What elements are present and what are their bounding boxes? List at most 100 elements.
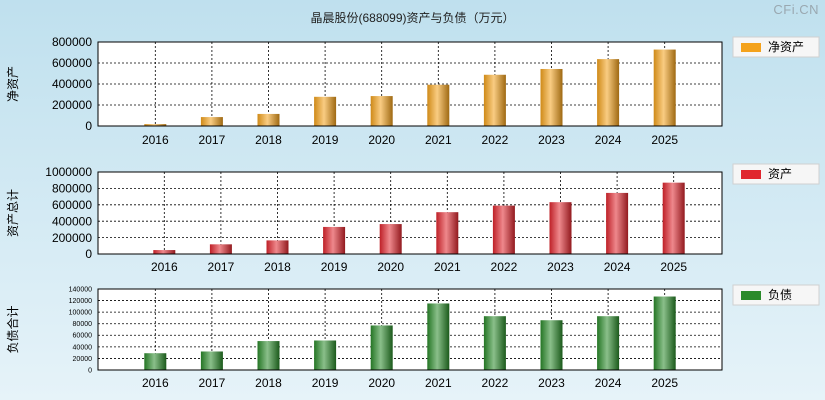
y-tick-label: 400000 xyxy=(52,77,92,91)
y-tick-label: 40000 xyxy=(73,344,93,351)
y-tick-label: 400000 xyxy=(52,214,92,228)
y-tick-label: 1000000 xyxy=(45,165,92,179)
bar-2018 xyxy=(266,240,289,254)
bar-2024 xyxy=(606,192,629,254)
y-tick-label: 200000 xyxy=(52,98,92,112)
x-tick-label: 2020 xyxy=(377,260,404,274)
bar-2025 xyxy=(662,182,685,254)
legend-label: 负债 xyxy=(768,288,792,302)
x-tick-label: 2025 xyxy=(660,260,687,274)
y-tick-label: 140000 xyxy=(69,286,92,293)
plot-area xyxy=(98,172,722,254)
legend-swatch xyxy=(741,43,761,52)
x-tick-label: 2022 xyxy=(491,260,518,274)
chart-panel-2: 0 200000 400000 600000 800000 1000000 2016 2017… xyxy=(6,163,820,274)
legend-swatch xyxy=(741,170,761,179)
bar-2022 xyxy=(492,205,515,254)
y-tick-label: 600000 xyxy=(52,198,92,212)
bar-2018 xyxy=(257,341,280,370)
x-tick-label: 2025 xyxy=(651,133,678,147)
bar-2018 xyxy=(257,113,280,126)
bar-2017 xyxy=(200,351,223,370)
bar-2024 xyxy=(597,59,620,126)
x-tick-label: 2018 xyxy=(255,133,282,147)
bar-2020 xyxy=(370,325,393,370)
bar-2023 xyxy=(549,202,572,254)
legend-label: 净资产 xyxy=(768,40,804,54)
plot-border xyxy=(97,171,723,255)
y-tick-label: 0 xyxy=(85,247,92,261)
y-tick-label: 120000 xyxy=(69,298,92,305)
y-tick-label: 0 xyxy=(85,119,92,133)
bar-2019 xyxy=(314,340,337,370)
bar-2021 xyxy=(436,212,459,254)
plot-area xyxy=(98,289,722,370)
legend: 净资产 xyxy=(732,36,820,58)
x-tick-label: 2017 xyxy=(208,260,235,274)
x-tick-label: 2018 xyxy=(255,376,282,390)
bar-2025 xyxy=(653,49,676,127)
y-tick-label: 60000 xyxy=(73,333,93,340)
y-axis-label: 负债合计 xyxy=(5,305,20,353)
y-tick-label: 0 xyxy=(88,367,92,374)
x-tick-label: 2023 xyxy=(538,133,565,147)
x-tick-label: 2017 xyxy=(199,133,226,147)
y-tick-label: 80000 xyxy=(73,321,93,328)
bar-2020 xyxy=(379,224,402,254)
plot-border xyxy=(97,41,723,127)
x-tick-label: 2019 xyxy=(312,133,339,147)
x-tick-label: 2016 xyxy=(151,260,178,274)
y-tick-label: 800000 xyxy=(52,182,92,196)
bar-2020 xyxy=(370,96,393,126)
chart-panel-3: 0 20000 40000 60000 80000 100000 120000 140000 2… xyxy=(5,284,820,390)
x-tick-label: 2023 xyxy=(547,260,574,274)
y-tick-label: 100000 xyxy=(69,310,92,317)
x-tick-label: 2021 xyxy=(425,133,452,147)
x-tick-label: 2024 xyxy=(604,260,631,274)
x-tick-label: 2020 xyxy=(368,133,395,147)
bar-2024 xyxy=(597,316,620,370)
x-tick-label: 2017 xyxy=(199,376,226,390)
legend: 负债 xyxy=(732,284,820,306)
bar-2023 xyxy=(540,320,563,370)
bar-2016 xyxy=(153,250,176,254)
x-tick-label: 2019 xyxy=(312,376,339,390)
legend-label: 资产 xyxy=(768,167,792,181)
watermark: CFi.CN xyxy=(773,2,819,17)
bar-2016 xyxy=(144,124,167,126)
bar-2023 xyxy=(540,68,563,126)
x-tick-label: 2021 xyxy=(434,260,461,274)
x-tick-label: 2025 xyxy=(651,376,678,390)
x-tick-label: 2016 xyxy=(142,376,169,390)
plot-border xyxy=(97,288,723,371)
chart-panel-1: 0 200000 400000 600000 800000 2016 2017 2018 201… xyxy=(6,35,820,147)
y-axis-label: 净资产 xyxy=(6,66,20,102)
x-tick-label: 2021 xyxy=(425,376,452,390)
x-tick-label: 2023 xyxy=(538,376,565,390)
x-tick-label: 2022 xyxy=(482,133,509,147)
x-tick-label: 2022 xyxy=(482,376,509,390)
bar-2022 xyxy=(483,74,506,126)
bar-2022 xyxy=(483,316,506,370)
y-axis-label: 资产总计 xyxy=(6,189,20,237)
x-tick-label: 2018 xyxy=(264,260,291,274)
x-tick-label: 2019 xyxy=(321,260,348,274)
chart-title: 晶晨股份(688099)资产与负债（万元） xyxy=(310,11,515,25)
bar-2019 xyxy=(323,226,346,254)
legend-swatch xyxy=(741,291,761,300)
x-tick-label: 2016 xyxy=(142,133,169,147)
bar-2025 xyxy=(653,296,676,370)
bar-2021 xyxy=(427,303,450,370)
y-tick-label: 20000 xyxy=(73,356,93,363)
x-tick-label: 2024 xyxy=(595,376,622,390)
legend: 资产 xyxy=(732,163,820,185)
bar-2017 xyxy=(209,244,232,254)
bar-2017 xyxy=(200,117,223,126)
y-tick-label: 600000 xyxy=(52,56,92,70)
x-tick-label: 2020 xyxy=(368,376,395,390)
y-tick-label: 800000 xyxy=(52,35,92,49)
bar-2019 xyxy=(314,96,337,126)
bar-2021 xyxy=(427,84,450,126)
y-tick-label: 200000 xyxy=(52,231,92,245)
